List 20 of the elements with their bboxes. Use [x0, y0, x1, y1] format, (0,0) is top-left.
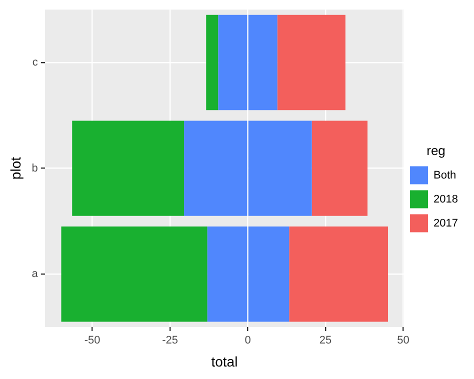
bar	[206, 14, 218, 110]
legend-label: 2018	[434, 193, 458, 206]
bar	[61, 226, 208, 322]
x-tick-label: 0	[244, 334, 251, 347]
bar	[289, 226, 388, 322]
legend-title: reg	[426, 142, 446, 158]
bar	[312, 120, 368, 216]
legend-label: Both	[434, 169, 456, 182]
y-tick-label: c	[32, 56, 38, 69]
y-tick-label: a	[32, 268, 39, 280]
x-tick-label: 50	[397, 334, 410, 347]
x-tick-label: -50	[84, 334, 100, 347]
y-tick-label: b	[32, 162, 38, 174]
bar	[277, 14, 346, 110]
x-tick-label: -25	[162, 334, 178, 347]
x-tick-label: 25	[319, 334, 332, 347]
y-axis-title: plot	[7, 156, 24, 180]
bar	[72, 120, 184, 216]
x-axis-title: total	[211, 353, 238, 370]
legend-label: 2017	[434, 217, 458, 230]
